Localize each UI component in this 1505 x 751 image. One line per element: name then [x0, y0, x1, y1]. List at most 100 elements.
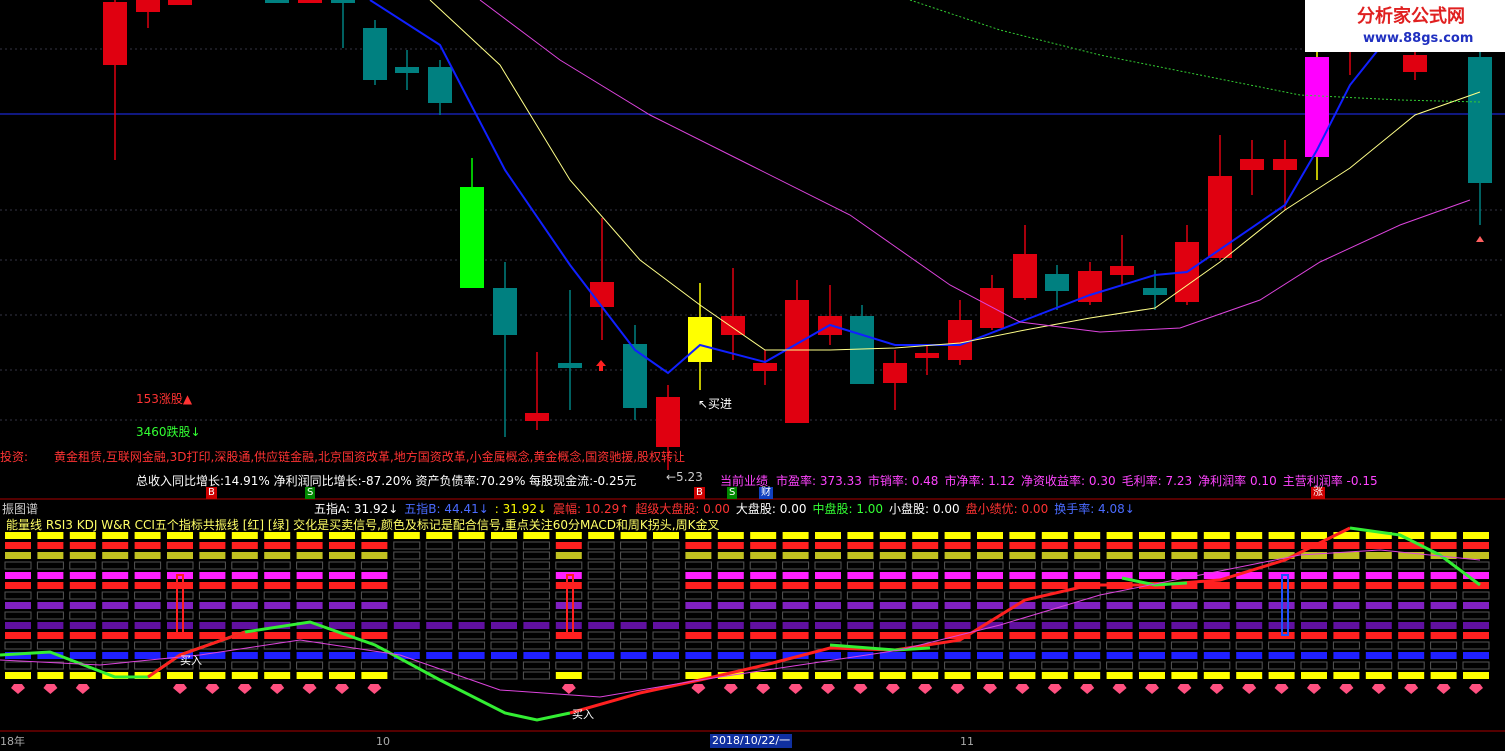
- resonance-cell: [587, 561, 615, 570]
- resonance-cell: [361, 632, 388, 639]
- resonance-cell: [231, 582, 258, 589]
- resonance-cell: [5, 672, 31, 679]
- resonance-cell: [263, 661, 291, 670]
- resonance-cell: [555, 582, 582, 589]
- ma-line: [1349, 526, 1481, 587]
- resonance-cell: [167, 672, 193, 679]
- resonance-cell: [5, 582, 31, 589]
- diamond: [1145, 684, 1159, 694]
- resonance-cell: [555, 552, 582, 559]
- resonance-cell: [1332, 561, 1360, 570]
- resonance-cell: [879, 622, 906, 629]
- resonance-cell: [879, 632, 906, 639]
- resonance-cell: [1268, 641, 1296, 650]
- resonance-cell: [231, 542, 258, 549]
- resonance-cell: [1139, 632, 1165, 639]
- resonance-cell: [847, 672, 874, 679]
- resonance-cell: [652, 581, 680, 590]
- resonance-cell: [1073, 641, 1101, 650]
- resonance-cell: [1009, 542, 1036, 549]
- resonance-cell: [1268, 672, 1295, 679]
- resonance-cell: [846, 661, 874, 670]
- candle-body: [428, 67, 452, 103]
- resonance-cell: [1332, 611, 1360, 620]
- resonance-cell: [879, 572, 906, 579]
- diamond: [821, 684, 835, 694]
- diamond: [270, 684, 285, 694]
- resonance-cell: [1171, 672, 1198, 679]
- resonance-cell: [426, 652, 453, 659]
- resonance-cell: [944, 591, 972, 600]
- resonance-cell: [1463, 552, 1489, 559]
- resonance-cell: [36, 661, 64, 670]
- resonance-cell: [263, 561, 291, 570]
- diamond: [723, 684, 738, 694]
- resonance-cell: [199, 552, 226, 559]
- resonance-cell: [1041, 661, 1069, 670]
- resonance-cell: [620, 601, 648, 610]
- resonance-cell: [555, 652, 582, 659]
- perf-label: 当前业绩: [720, 474, 769, 488]
- field: 换手率: 4.08↓: [1054, 502, 1135, 516]
- resonance-cell: [360, 661, 388, 670]
- resonance-cell: [1203, 672, 1230, 679]
- resonance-cell: [134, 641, 162, 650]
- resonance-cell: [1009, 552, 1036, 559]
- resonance-cell: [522, 631, 550, 640]
- diamond: [885, 684, 900, 694]
- resonance-cell: [134, 561, 162, 570]
- resonance-cell: [879, 582, 906, 589]
- buy-note: ↖买进: [698, 397, 733, 411]
- resonance-cell: [296, 561, 324, 570]
- low-note: ←5.23: [666, 470, 703, 484]
- ma-line: [829, 643, 931, 652]
- resonance-cell: [329, 672, 355, 679]
- signal-bar: [1281, 574, 1289, 636]
- resonance-cell: [1430, 552, 1457, 559]
- resonance-cell: [1430, 542, 1457, 549]
- resonance-cell: [1300, 561, 1328, 570]
- resonance-cell: [1236, 632, 1263, 639]
- resonance-cell: [102, 602, 129, 609]
- resonance-cell: [717, 582, 744, 589]
- resonance-cell: [1430, 561, 1458, 570]
- resonance-cell: [231, 552, 258, 559]
- resonance-cell: [134, 602, 161, 609]
- resonance-cell: [69, 672, 96, 679]
- resonance-cell: [879, 602, 906, 609]
- resonance-cell: [425, 611, 453, 620]
- resonance-cell: [134, 661, 162, 670]
- resonance-cell: [1333, 542, 1360, 549]
- resonance-cell: [912, 672, 939, 679]
- resonance-cell: [1300, 611, 1328, 620]
- resonance-cell: [815, 572, 841, 579]
- resonance-cell: [1041, 652, 1068, 659]
- resonance-cell: [393, 631, 421, 640]
- resonance-cell: [685, 632, 712, 639]
- field: 市净率: 1.12: [944, 474, 1016, 488]
- resonance-cell: [296, 652, 323, 659]
- resonance-cell: [296, 611, 324, 620]
- diamond: [1404, 684, 1419, 694]
- candle-body: [363, 28, 387, 80]
- resonance-cell: [685, 552, 712, 559]
- resonance-cell: [167, 532, 193, 539]
- resonance-cell: [620, 661, 648, 670]
- resonance-cell: [847, 552, 874, 559]
- resonance-cell: [684, 591, 712, 600]
- diamond: [983, 684, 997, 694]
- resonance-cell: [1106, 532, 1133, 539]
- resonance-cell: [1170, 661, 1198, 670]
- resonance-cell: [1430, 582, 1457, 589]
- resonance-cell: [750, 622, 777, 629]
- resonance-cell: [1009, 602, 1036, 609]
- resonance-cell: [879, 542, 906, 549]
- resonance-cell: [1300, 661, 1328, 670]
- resonance-cell: [1301, 672, 1327, 679]
- resonance-cell: [846, 591, 874, 600]
- ma-line: [369, 0, 1411, 375]
- resonance-cell: [815, 542, 841, 549]
- diamond: [1242, 684, 1257, 694]
- resonance-cell: [37, 672, 64, 679]
- resonance-cell: [652, 631, 680, 640]
